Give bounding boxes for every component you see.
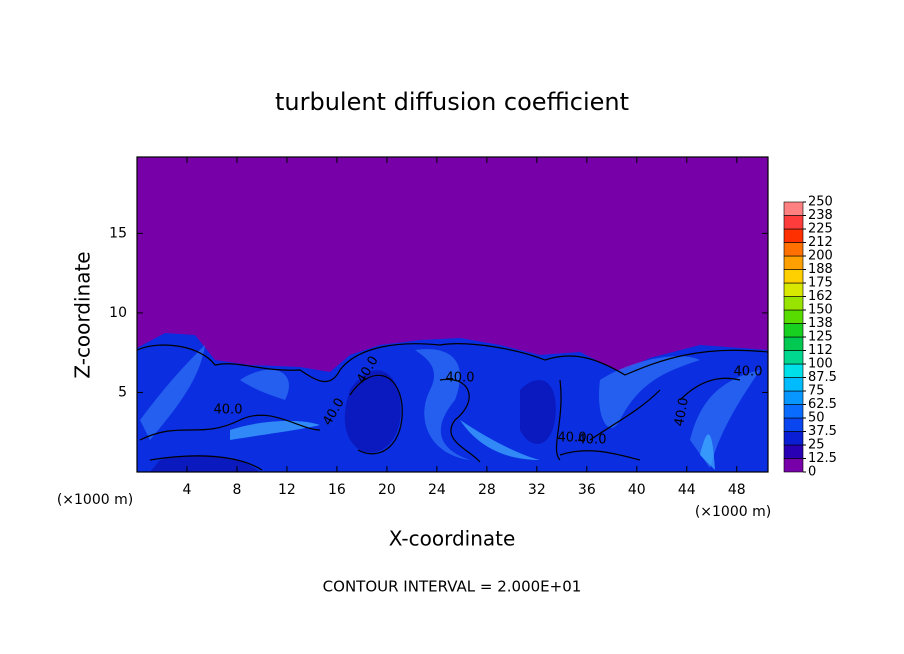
x-tick-label: 24 [428,482,446,498]
colorbar-label: 150 [808,303,833,318]
colorbar-label: 162 [808,289,833,304]
colorbar-label: 125 [808,330,833,345]
colorbar-box [783,228,804,243]
colorbar-label: 200 [808,249,833,264]
y-tick-label: 5 [118,384,127,400]
colorbar-box [783,269,804,284]
x-unit: (×1000 m) [695,504,771,520]
x-tick-label: 16 [328,482,346,498]
colorbar-box [783,390,804,405]
colorbar-box [783,458,804,473]
colorbar-box [783,336,804,351]
x-tick-label: 32 [528,482,546,498]
colorbar-label: 112 [808,343,833,358]
colorbar-box [783,444,804,459]
colorbar-box [783,296,804,311]
colorbar-label: 138 [808,316,833,331]
colorbar-label: 50 [808,411,825,426]
colorbar-box [783,242,804,257]
colorbar-label: 87.5 [808,370,837,385]
y-unit: (×1000 m) [57,492,133,508]
plot-frame [136,156,769,473]
colorbar-label: 0 [808,465,816,480]
contour-label: 40.0 [446,371,475,386]
x-tick-label: 44 [678,482,696,498]
colorbar-box [783,431,804,446]
colorbar-box [783,215,804,230]
colorbar-label: 250 [808,195,833,210]
field-swirl [140,345,760,468]
x-tick-label: 28 [478,482,496,498]
x-tick-label: 48 [728,482,746,498]
x-axis-label: X-coordinate [389,527,516,551]
chart-title: turbulent diffusion coefficient [275,88,629,116]
footnote: CONTOUR INTERVAL = 2.000E+01 [323,578,582,596]
x-tick-label: 36 [578,482,596,498]
colorbar-label: 37.5 [808,424,837,439]
colorbar-box [783,282,804,297]
colorbar-label: 175 [808,276,833,291]
x-tick-label: 8 [232,482,241,498]
field-light [230,420,715,470]
x-tick-label: 40 [628,482,646,498]
colorbar-box [783,404,804,419]
colorbar-label: 12.5 [808,451,837,466]
colorbar-label: 212 [808,235,833,250]
x-tick-label: 4 [183,482,192,498]
colorbar-box [783,363,804,378]
colorbar-box [783,350,804,365]
colorbar-label: 225 [808,222,833,237]
y-tick-label: 10 [109,305,127,321]
contour-label: 40.0 [578,433,607,448]
contour-line [137,343,768,471]
colorbar-box [783,201,804,216]
field-dark [150,370,556,472]
x-tick-label: 12 [278,482,296,498]
colorbar-box [783,323,804,338]
colorbar-label: 75 [808,384,825,399]
colorbar-label: 238 [808,208,833,223]
colorbar-label: 62.5 [808,397,837,412]
colorbar-box [783,255,804,270]
contour-label: 40.0 [558,431,587,446]
colorbar-box [783,309,804,324]
colorbar-label: 100 [808,357,833,372]
contour-label: 40.0 [734,365,763,380]
colorbar-box [783,417,804,432]
field [137,157,768,472]
colorbar-label: 25 [808,438,825,453]
x-tick-label: 20 [378,482,396,498]
y-tick-label: 15 [109,225,127,241]
y-axis-label: Z-coordinate [71,251,95,378]
colorbar-label: 188 [808,262,833,277]
contour-label: 40.0 [672,396,692,427]
colorbar-box [783,377,804,392]
contour-label: 40.0 [214,403,243,418]
